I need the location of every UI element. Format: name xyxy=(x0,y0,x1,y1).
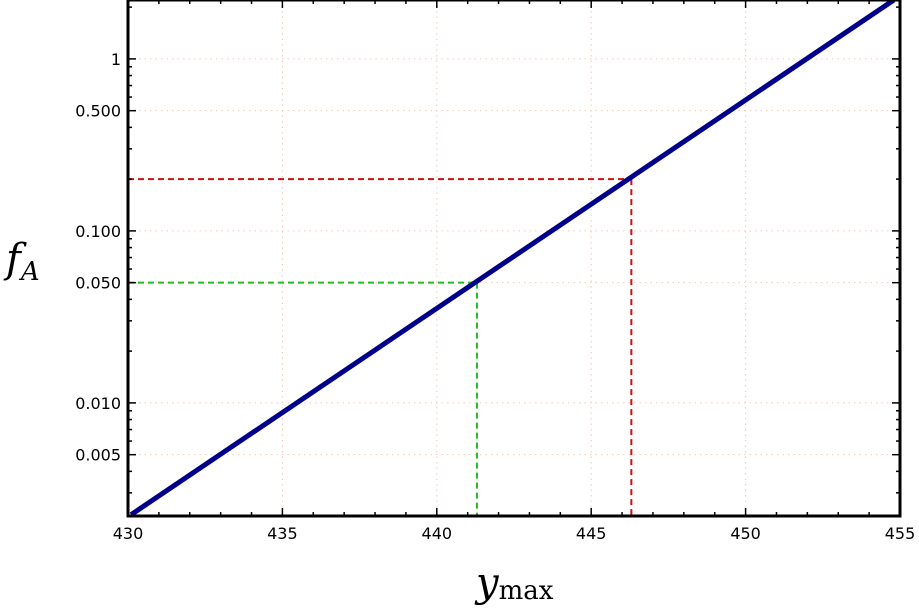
x-tick-label: 440 xyxy=(422,524,453,543)
y-tick-label: 1 xyxy=(111,50,121,69)
reference-lines xyxy=(128,178,633,516)
y-tick-label: 0.500 xyxy=(75,102,121,121)
data-line xyxy=(129,0,896,517)
ticks xyxy=(127,0,901,516)
y-tick-label: 0.005 xyxy=(75,446,121,465)
x-axis-title: ymax xyxy=(474,560,554,606)
tick-labels: 430 435 440 445 450 455 0.005 0.010 0.050 0.100 0.… xyxy=(75,50,915,543)
y-tick-label: 0.010 xyxy=(75,394,121,413)
x-tick-label: 430 xyxy=(113,524,144,543)
x-tick-label: 445 xyxy=(576,524,607,543)
series xyxy=(129,0,896,517)
x-tick-label: 435 xyxy=(267,524,298,543)
x-tick-label: 455 xyxy=(885,524,916,543)
y-tick-label: 0.050 xyxy=(75,274,121,293)
y-tick-label: 0.100 xyxy=(75,222,121,241)
x-tick-label: 450 xyxy=(730,524,761,543)
y-axis-title: fA xyxy=(3,236,40,287)
